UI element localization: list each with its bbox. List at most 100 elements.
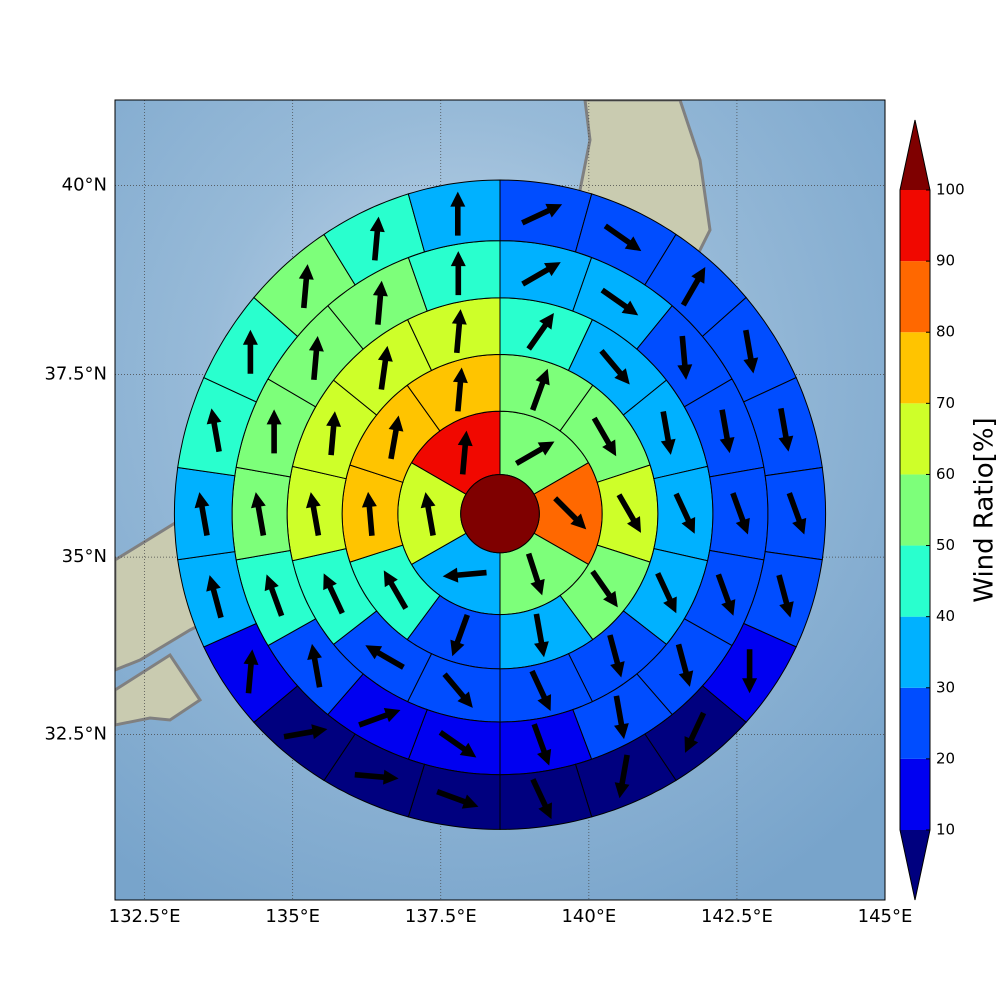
- wind-arrow: [450, 251, 466, 296]
- colorbar-tick-label: 20: [936, 749, 955, 767]
- colorbar-tick-label: 100: [936, 181, 965, 199]
- wind-arrow: [436, 789, 479, 809]
- wind-arrow: [358, 708, 401, 728]
- colorbar-bin: [900, 261, 930, 333]
- wind-arrow: [526, 312, 554, 351]
- colorbar-bin: [900, 758, 930, 830]
- wind-arrow: [298, 264, 314, 309]
- colorbar-bin: [900, 687, 930, 759]
- x-tick-label: 137.5°E: [405, 906, 477, 927]
- wind-arrow: [521, 262, 561, 287]
- rings: [173, 179, 827, 830]
- wind-arrow: [603, 223, 642, 252]
- wind-arrow: [742, 649, 758, 694]
- wind-arrow: [616, 493, 641, 533]
- y-tick-label: 35°N: [62, 546, 107, 567]
- colorbar-bin: [900, 474, 930, 546]
- wind-arrow: [684, 711, 707, 753]
- colorbar-tick-label: 70: [936, 394, 955, 412]
- wind-arrow: [514, 441, 555, 466]
- colorbar-tick-label: 90: [936, 252, 955, 270]
- colorbar-bin: [900, 616, 930, 688]
- wind-arrow: [266, 409, 282, 454]
- wind-arrow: [326, 411, 342, 456]
- wind-arrow: [521, 203, 563, 226]
- arrows: [194, 191, 807, 820]
- wind-arrow: [530, 368, 550, 412]
- wind-arrow: [613, 695, 629, 740]
- wind-arrow: [715, 573, 736, 616]
- wind-arrow: [206, 408, 222, 453]
- y-tick-label: 40°N: [62, 174, 107, 195]
- wind-arrow: [250, 492, 267, 536]
- wind-arrow: [451, 309, 467, 354]
- wind-arrow: [591, 416, 617, 457]
- colorbar-bin: [900, 545, 930, 617]
- sector: [499, 763, 593, 830]
- plot-frame: [114, 99, 886, 901]
- wind-arrow: [420, 492, 436, 536]
- wind-arrow: [675, 643, 694, 687]
- wind-arrow: [655, 572, 677, 614]
- wind-arrow: [361, 491, 377, 536]
- wind-arrow: [307, 643, 323, 688]
- wind-arrow: [194, 492, 210, 536]
- colorbar-bin: [900, 190, 930, 262]
- wind-arrow: [243, 649, 259, 694]
- wind-arrow: [206, 575, 224, 619]
- wind-arrow: [365, 645, 405, 670]
- wind-arrow: [529, 669, 552, 711]
- colorbar: 10 20 30 40 50 60 70 80 90 100: [899, 119, 965, 901]
- wind-arrow: [614, 754, 630, 799]
- colorbar-tick-label: 60: [936, 465, 955, 483]
- wind-arrow: [677, 335, 693, 380]
- wind-arrow: [730, 492, 750, 535]
- wind-arrow: [383, 570, 409, 610]
- wind-arrow: [452, 367, 468, 412]
- colorbar-bin: [900, 332, 930, 404]
- wind-arrow: [553, 496, 587, 530]
- wind-arrow: [450, 191, 466, 236]
- colorbar-tick-label: 30: [936, 678, 955, 696]
- wind-arrow: [264, 574, 285, 617]
- x-tick-label: 135°E: [265, 906, 320, 927]
- wind-arrow: [607, 634, 625, 678]
- sector: [407, 179, 501, 253]
- wind-arrow: [530, 778, 552, 820]
- wind-arrow: [531, 723, 552, 766]
- y-tick-label: 37.5°N: [44, 363, 107, 384]
- wind-arrow: [369, 216, 385, 261]
- wind-arrow: [590, 569, 618, 608]
- colorbar-bin: [900, 403, 930, 475]
- x-tick-label: 140°E: [561, 906, 616, 927]
- wind-arrow: [457, 430, 473, 475]
- wind-arrow: [283, 724, 328, 740]
- wind-arrow: [778, 407, 794, 452]
- y-tick-label: 32.5°N: [44, 723, 107, 744]
- wind-arrow: [599, 349, 630, 385]
- wind-arrow: [323, 573, 345, 615]
- colorbar-tick-label: 40: [936, 607, 955, 625]
- x-tick-label: 145°E: [858, 906, 913, 927]
- wind-arrow: [776, 574, 794, 618]
- wind-arrow: [600, 287, 639, 316]
- wind-arrow: [525, 552, 545, 596]
- colorbar-label: Wind Ratio[%]: [970, 417, 1000, 602]
- wind-arrow: [660, 411, 676, 455]
- wind-arrow: [438, 729, 477, 758]
- colorbar-tick-label: 80: [936, 323, 955, 341]
- wind-arrow: [719, 409, 735, 454]
- colorbar-tick-label: 50: [936, 536, 955, 554]
- wind-arrow: [372, 280, 388, 325]
- wind-arrow: [786, 492, 807, 535]
- wind-arrow: [442, 567, 487, 583]
- x-tick-label: 132.5°E: [109, 906, 181, 927]
- colorbar-under: [900, 830, 930, 900]
- wind-arrow: [377, 345, 393, 390]
- center-disk: [460, 473, 540, 554]
- wind-arrow: [388, 415, 404, 460]
- coastline: [115, 652, 203, 727]
- sector: [499, 179, 593, 253]
- tick-labels: 132.5°E 135°E 137.5°E 140°E 142.5°E 145°E 32.5…: [44, 174, 912, 927]
- wind-arrow: [743, 329, 759, 374]
